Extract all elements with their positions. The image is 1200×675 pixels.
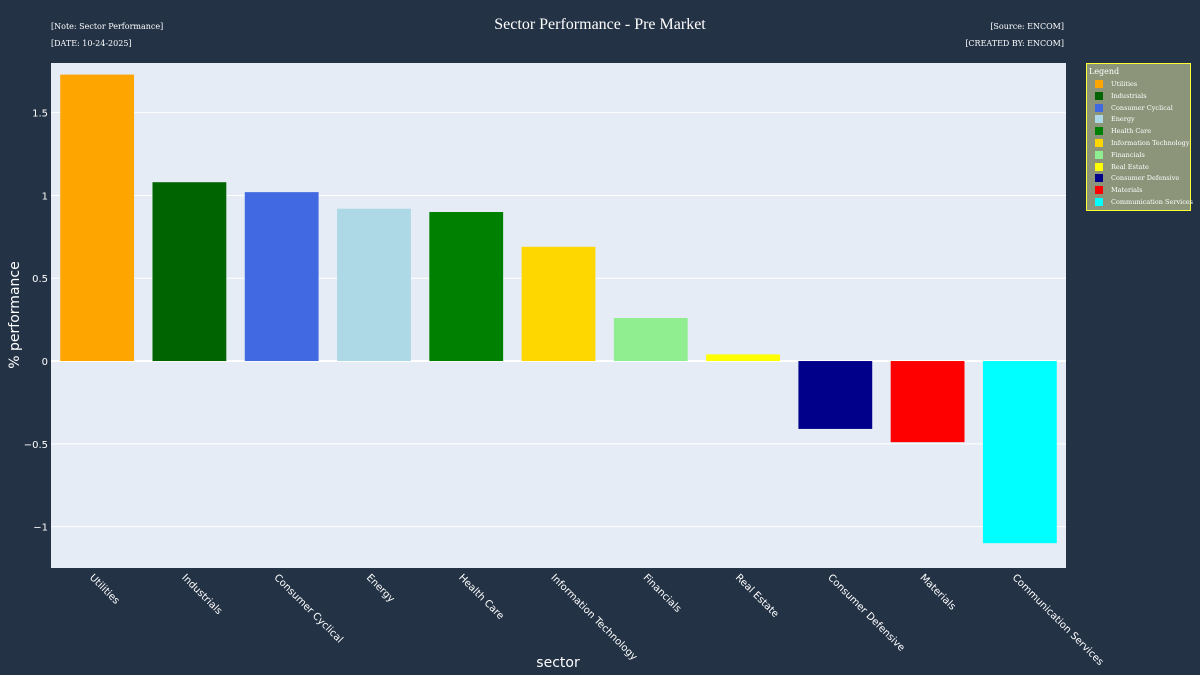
x-tick-label: Real Estate — [733, 572, 781, 620]
bar-consumer-defensive[interactable] — [798, 361, 873, 429]
legend-item[interactable]: Financials — [1095, 150, 1145, 160]
bar-health-care[interactable] — [429, 212, 504, 362]
legend-item[interactable]: Health Care — [1095, 126, 1151, 136]
legend-label: Communication Services — [1111, 198, 1194, 206]
bar-utilities[interactable] — [60, 74, 135, 362]
chart-title: Sector Performance - Pre Market — [494, 16, 706, 33]
legend-swatch — [1095, 198, 1103, 206]
y-tick-label: 0 — [42, 357, 48, 368]
bar-industrials[interactable] — [152, 182, 227, 362]
x-tick-label: Consumer Defensive — [825, 572, 906, 653]
legend-item[interactable]: Consumer Cyclical — [1095, 103, 1173, 113]
y-tick-label: 1 — [42, 191, 48, 202]
y-tick-label: 0.5 — [32, 274, 48, 285]
bar-energy[interactable] — [337, 208, 411, 362]
legend-swatch — [1095, 127, 1103, 136]
legend-label: Information Technology — [1111, 139, 1190, 147]
legend-swatch — [1095, 150, 1103, 159]
legend-label: Materials — [1111, 186, 1143, 195]
legend-item[interactable]: Energy — [1095, 114, 1135, 124]
legend-swatch — [1095, 174, 1103, 183]
bar-materials[interactable] — [890, 361, 965, 443]
header-source: [Source: ENCOM] — [990, 22, 1064, 31]
bar-financials[interactable] — [613, 317, 688, 362]
legend-item[interactable]: Real Estate — [1095, 162, 1149, 172]
x-tick-label: Communication Services — [1010, 572, 1106, 668]
x-tick-label: Utilities — [87, 572, 121, 606]
y-tick-label: 1.5 — [32, 109, 48, 120]
x-tick-label: Industrials — [179, 572, 224, 617]
header-date: [DATE: 10-24-2025] — [51, 39, 132, 48]
legend-item[interactable]: Communication Services — [1095, 197, 1193, 207]
legend-item[interactable]: Utilities — [1095, 79, 1137, 89]
x-tick-label: Information Technology — [548, 572, 639, 663]
legend-label: Consumer Cyclical — [1111, 103, 1173, 112]
legend-item[interactable]: Materials — [1095, 185, 1142, 195]
legend-item[interactable]: Consumer Defensive — [1095, 173, 1179, 183]
y-tick-label: −1 — [33, 523, 48, 534]
legend-swatch — [1095, 115, 1103, 124]
x-tick-label: Consumer Cyclical — [272, 572, 345, 645]
legend-item[interactable]: Information Technology — [1095, 138, 1190, 148]
header-note: [Note: Sector Performance] — [51, 22, 164, 31]
legend-label: Energy — [1111, 115, 1135, 124]
legend-label: Real Estate — [1111, 162, 1149, 171]
legend-swatch — [1095, 139, 1103, 147]
legend-swatch — [1095, 186, 1103, 195]
header-created: [CREATED BY: ENCOM] — [965, 39, 1064, 48]
legend-item[interactable]: Industrials — [1095, 91, 1147, 101]
bar-communication-services[interactable] — [982, 361, 1057, 544]
y-ticks: −1 −0.5 0 0.5 1 1.5 — [24, 109, 48, 534]
bar-real-estate[interactable] — [706, 354, 780, 362]
y-tick-label: −0.5 — [24, 440, 48, 451]
bar-information-technology[interactable] — [521, 246, 596, 362]
legend-swatch — [1095, 162, 1103, 171]
legend: Legend Utilities Industrials Consumer Cycl… — [1086, 63, 1193, 211]
legend-label: Utilities — [1111, 80, 1138, 88]
x-tick-label: Energy — [364, 572, 397, 605]
legend-label: Consumer Defensive — [1111, 174, 1180, 183]
legend-title: Legend — [1089, 67, 1120, 76]
bars — [60, 74, 1057, 544]
legend-swatch — [1095, 91, 1103, 100]
bar-consumer-cyclical[interactable] — [244, 192, 319, 362]
x-axis-label: sector — [536, 655, 580, 671]
y-axis-label: % performance — [7, 261, 23, 368]
legend-swatch — [1095, 103, 1103, 112]
legend-swatch — [1095, 80, 1103, 88]
x-tick-label: Health Care — [456, 572, 506, 622]
x-tick-label: Materials — [917, 572, 957, 612]
legend-label: Financials — [1111, 150, 1145, 159]
legend-label: Industrials — [1111, 91, 1147, 100]
x-ticks: Utilities Industrials Consumer Cyclical Ene… — [87, 572, 1105, 668]
x-tick-label: Financials — [641, 572, 683, 614]
legend-label: Health Care — [1111, 127, 1152, 136]
